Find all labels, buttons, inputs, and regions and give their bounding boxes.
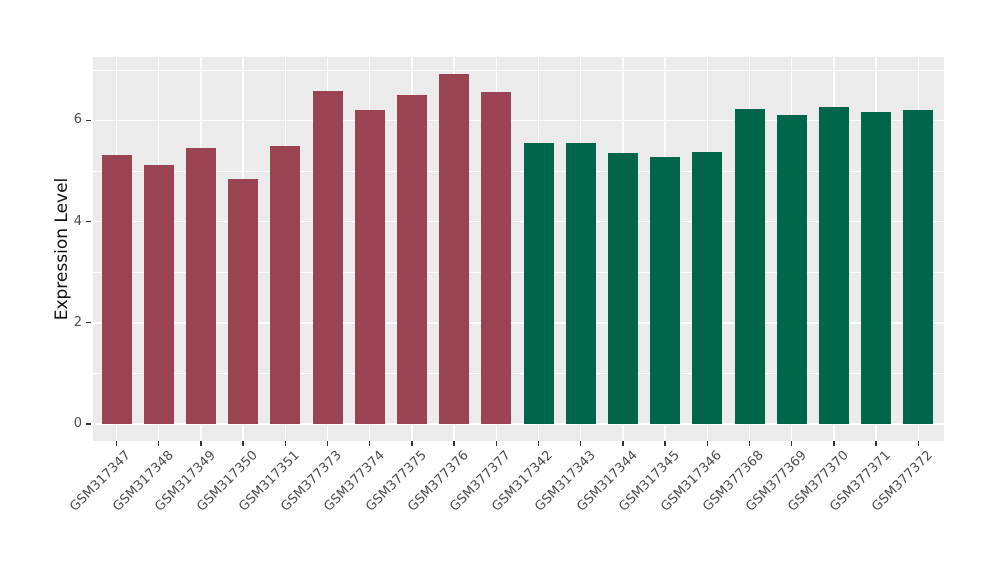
bar [692,152,723,424]
x-tick [369,441,371,446]
bar [903,110,934,424]
bar [607,152,638,424]
y-tick-label: 0 [73,416,82,431]
gridline-y-minor [93,69,944,71]
y-tick [86,322,91,324]
x-tick [284,441,286,446]
gridline-y-major [93,322,944,324]
y-tick [86,119,91,122]
bar [734,108,765,424]
bar [270,146,301,424]
x-tick [200,441,202,446]
bar [565,142,596,424]
bar [228,178,259,424]
x-tick [580,441,582,446]
gridline-y-minor [93,373,944,375]
bar [354,110,385,424]
x-tick [242,441,244,446]
gridline-y-major [93,220,944,223]
x-tick [622,441,624,446]
gridline-y-major [93,119,944,122]
y-tick [86,423,91,425]
y-axis-title: Expression Level [52,177,72,321]
gridline-y-major [93,423,944,425]
gridline-y-minor [93,272,944,274]
x-tick [706,441,708,446]
plot-panel [93,57,944,441]
y-tick-label: 4 [73,213,82,229]
bar [396,95,427,424]
x-tick [875,441,877,446]
gridline-y-minor [93,171,944,172]
x-tick [833,441,835,446]
x-tick [791,441,793,446]
x-tick [158,441,160,446]
bar [185,148,216,424]
bar [523,143,554,424]
bar [143,165,174,424]
x-tick [115,441,118,446]
bar [861,112,892,424]
x-tick [453,441,455,446]
x-tick [537,441,540,446]
bar [439,73,470,424]
y-tick [86,220,91,223]
x-tick [411,441,413,446]
bar [776,114,807,424]
bar [312,90,343,424]
bar [101,154,132,424]
x-tick [495,441,497,446]
y-tick-label: 6 [73,112,82,128]
y-tick-label: 2 [73,314,82,330]
bar [481,91,512,424]
x-tick [917,441,919,446]
x-tick [748,441,751,446]
bar [818,107,849,424]
x-tick [664,441,666,446]
bar [650,156,681,424]
x-tick [326,441,329,446]
